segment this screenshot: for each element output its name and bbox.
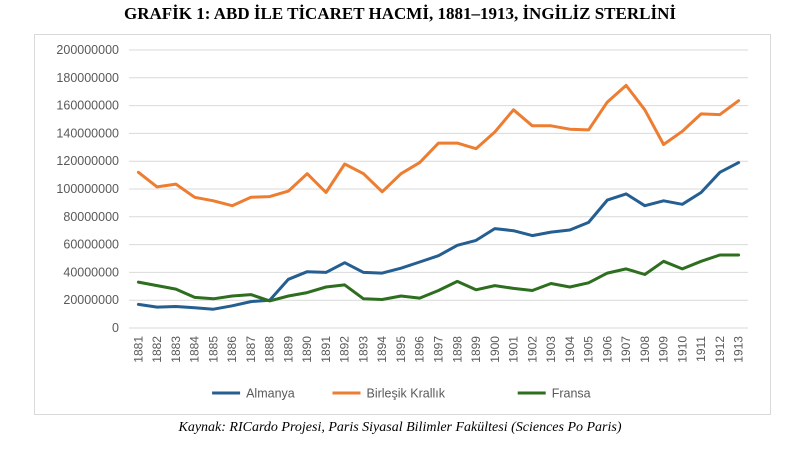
x-tick-label: 1884 xyxy=(188,336,202,363)
x-tick-label: 1883 xyxy=(169,336,183,363)
x-tick-label: 1906 xyxy=(600,336,614,363)
y-tick-label: 60000000 xyxy=(63,238,119,252)
y-tick-label: 200000000 xyxy=(56,43,119,57)
x-tick-label: 1881 xyxy=(131,336,145,363)
y-tick-label: 100000000 xyxy=(56,182,119,196)
chart-title: GRAFİK 1: ABD İLE TİCARET HACMİ, 1881–19… xyxy=(124,4,676,23)
y-tick-label: 20000000 xyxy=(63,293,119,307)
x-tick-label: 1912 xyxy=(713,336,727,363)
x-tick-label: 1890 xyxy=(300,336,314,363)
x-tick-label: 1895 xyxy=(394,336,408,363)
x-tick-label: 1887 xyxy=(244,336,258,363)
x-tick-label: 1902 xyxy=(525,336,539,363)
x-tick-label: 1911 xyxy=(694,336,708,362)
x-tick-label: 1885 xyxy=(206,336,220,363)
x-tick-label: 1901 xyxy=(507,336,521,363)
y-tick-label: 0 xyxy=(112,321,119,335)
y-tick-label: 140000000 xyxy=(56,126,119,140)
x-tick-label: 1904 xyxy=(563,336,577,363)
y-tick-label: 120000000 xyxy=(56,154,119,168)
chart-area: 0 20000000 40000000 60000000 80000000 1000000… xyxy=(34,34,771,415)
x-tick-label: 1908 xyxy=(638,336,652,363)
x-tick-label: 1896 xyxy=(413,336,427,363)
x-tick-label: 1900 xyxy=(488,336,502,363)
x-tick-label: 1909 xyxy=(657,336,671,363)
x-tick-label: 1907 xyxy=(619,336,633,363)
legend-label: Fransa xyxy=(552,387,591,401)
legend-label: Birleşik Krallık xyxy=(367,387,446,401)
y-tick-label: 80000000 xyxy=(63,210,119,224)
x-tick-label: 1894 xyxy=(375,336,389,363)
source-caption: Kaynak: RICardo Projesi, Paris Siyasal B… xyxy=(178,420,622,435)
x-tick-label: 1882 xyxy=(150,336,164,363)
x-tick-label: 1893 xyxy=(356,336,370,363)
x-tick-label: 1910 xyxy=(675,336,689,363)
x-tick-label: 1889 xyxy=(281,336,295,363)
x-tick-label: 1905 xyxy=(582,336,596,363)
x-tick-label: 1891 xyxy=(319,336,333,363)
y-tick-label: 40000000 xyxy=(63,265,119,279)
line-chart: 0 20000000 40000000 60000000 80000000 1000000… xyxy=(56,43,748,401)
y-tick-label: 160000000 xyxy=(56,99,119,113)
x-tick-label: 1898 xyxy=(450,336,464,363)
y-tick-label: 180000000 xyxy=(56,71,119,85)
series-line-almanya xyxy=(136,161,741,311)
series-line-birle-ik-krall-k xyxy=(136,83,741,208)
x-tick-label: 1913 xyxy=(732,336,746,363)
x-tick-label: 1897 xyxy=(432,336,446,363)
x-tick-label: 1903 xyxy=(544,336,558,363)
x-tick-label: 1892 xyxy=(338,336,352,363)
x-tick-label: 1886 xyxy=(225,336,239,363)
legend-label: Almanya xyxy=(246,387,295,401)
x-tick-label: 1888 xyxy=(263,336,277,363)
series-line-fransa xyxy=(136,253,741,303)
x-tick-label: 1899 xyxy=(469,336,483,363)
